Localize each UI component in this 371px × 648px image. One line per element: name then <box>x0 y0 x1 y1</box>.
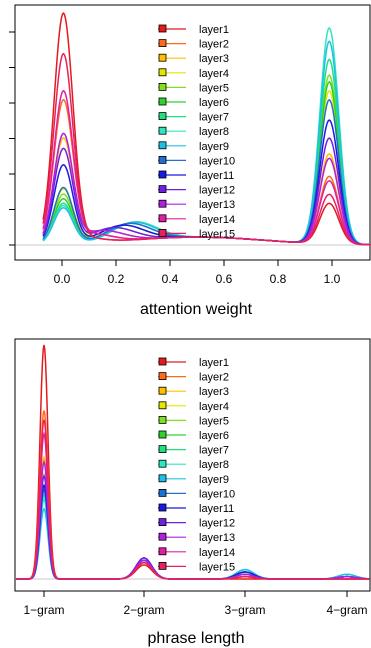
c0-legend-swatch-14 <box>158 214 167 223</box>
c1-legend-swatch-2 <box>158 372 167 381</box>
c0-legend-swatch-5 <box>158 83 167 91</box>
c0-plot-frame <box>14 4 371 261</box>
c0-x-axis-label: attention weight <box>140 301 253 318</box>
c1-legend-swatch-11 <box>158 503 167 512</box>
c0-legend-label-9: layer9 <box>199 141 229 153</box>
c0-legend-swatch-3 <box>158 53 167 62</box>
c0-legend-label-6: layer6 <box>199 97 229 109</box>
c1-series-line-layer7 <box>16 493 370 580</box>
c1-series-line-layer15 <box>16 419 370 580</box>
c1-series-line-layer4 <box>16 471 370 580</box>
c0-x-tick-label: 0.6 <box>216 272 233 286</box>
c1-legend-label-13: layer13 <box>199 532 235 544</box>
c1-legend-swatch-9 <box>158 474 167 483</box>
c1-legend-label-4: layer4 <box>199 401 229 413</box>
c0-x-tick-label: 0.0 <box>54 272 71 286</box>
c0-series-line-layer15 <box>42 52 371 246</box>
c0-legend-swatch-13 <box>158 199 167 208</box>
c1-x-tick-label: 3−gram <box>224 603 265 617</box>
c1-legend-swatch-10 <box>158 488 167 497</box>
c1-x-tick-label: 2−gram <box>123 603 164 617</box>
c1-legend-swatch-4 <box>158 401 167 410</box>
c1-plot-frame <box>14 338 371 592</box>
c0-legend-swatch-4 <box>158 68 167 77</box>
c0-legend-label-13: layer13 <box>199 199 235 211</box>
c1-legend-swatch-7 <box>158 445 167 454</box>
chart-phrase-length: 1−gram 2−gram 3−gram 4−gram phrase length lay… <box>14 338 371 647</box>
c1-legend-label-12: layer12 <box>199 518 235 530</box>
c0-legend-label-10: layer10 <box>199 155 235 167</box>
c1-legend-swatch-3 <box>158 386 167 395</box>
c0-legend-label-14: layer14 <box>199 214 235 226</box>
c1-legend-swatch-8 <box>158 459 167 468</box>
c1-legend-label-6: layer6 <box>199 430 229 442</box>
c1-series-line-layer10 <box>16 488 370 580</box>
c1-series-line-layer3 <box>16 454 370 580</box>
c0-legend-label-4: layer4 <box>199 68 229 80</box>
c1-series-line-layer2 <box>16 410 370 580</box>
c1-series-line-layer9 <box>16 507 370 580</box>
c1-legend-label-11: layer11 <box>199 503 234 515</box>
c1-legend-label-3: layer3 <box>199 386 229 398</box>
c0-legend-label-1: layer1 <box>199 24 229 36</box>
c1-legend-swatch-12 <box>158 518 167 526</box>
chart-attention-weight: 0.0 0.2 0.4 0.6 0.8 1.0 attention weight layer1… <box>9 4 371 318</box>
c1-legend-label-8: layer8 <box>199 459 229 471</box>
c1-legend-swatch-5 <box>158 415 167 424</box>
c1-legend-label-1: layer1 <box>199 357 229 369</box>
c0-legend-swatch-9 <box>158 141 167 150</box>
c1-x-tick-label: 4−gram <box>326 603 367 617</box>
c1-legend-label-5: layer5 <box>199 415 229 427</box>
c1-x-axis-label: phrase length <box>148 630 245 647</box>
c1-series-line-layer1 <box>16 344 370 580</box>
c0-legend-swatch-1 <box>158 24 167 33</box>
c1-legend-label-9: layer9 <box>199 474 229 486</box>
c1-series-line-layer8 <box>16 497 370 580</box>
c1-series-line-layer11 <box>16 483 370 580</box>
c0-legend-label-8: layer8 <box>199 126 229 138</box>
c0-legend-swatch-10 <box>158 155 167 164</box>
c0-legend-swatch-12 <box>158 185 167 194</box>
c0-legend-swatch-6 <box>158 97 167 106</box>
c0-legend-label-15: layer15 <box>199 228 235 240</box>
c0-legend-swatch-8 <box>158 126 167 135</box>
c1-legend-label-15: layer15 <box>199 561 235 573</box>
c0-legend-label-2: layer2 <box>199 39 229 51</box>
c1-series-line-layer5 <box>16 483 370 580</box>
c1-series-line-layer6 <box>16 488 370 580</box>
c1-legend-label-10: layer10 <box>199 488 235 500</box>
c0-legend-label-12: layer12 <box>199 185 235 197</box>
c0-x-tick-label: 0.2 <box>108 272 125 286</box>
c0-x-tick-label: 0.8 <box>270 272 287 286</box>
c1-series-line-layer14 <box>16 431 370 580</box>
c0-legend-label-7: layer7 <box>199 112 229 124</box>
c0-x-tick-label: 0.4 <box>162 272 179 286</box>
c1-legend-swatch-15 <box>158 562 167 570</box>
c1-series-line-layer13 <box>16 459 370 580</box>
c1-x-tick-label: 1−gram <box>23 603 64 617</box>
c1-legend-label-2: layer2 <box>199 372 229 384</box>
c0-legend-swatch-15 <box>158 228 167 237</box>
c1-legend-swatch-6 <box>158 430 167 439</box>
c0-legend-swatch-2 <box>158 39 167 47</box>
c1-legend-swatch-1 <box>158 357 167 366</box>
c0-legend-label-5: layer5 <box>199 82 229 94</box>
c0-legend-swatch-11 <box>158 170 167 179</box>
c0-legend-swatch-7 <box>158 112 167 120</box>
c1-legend-label-14: layer14 <box>199 547 235 559</box>
c0-legend-label-11: layer11 <box>199 170 234 182</box>
c1-legend-swatch-13 <box>158 532 167 541</box>
c0-legend-label-3: layer3 <box>199 53 229 65</box>
c1-series-line-layer12 <box>16 473 370 580</box>
c0-x-tick-label: 1.0 <box>324 272 341 286</box>
c1-legend-swatch-14 <box>158 547 167 556</box>
c1-legend-label-7: layer7 <box>199 445 229 457</box>
